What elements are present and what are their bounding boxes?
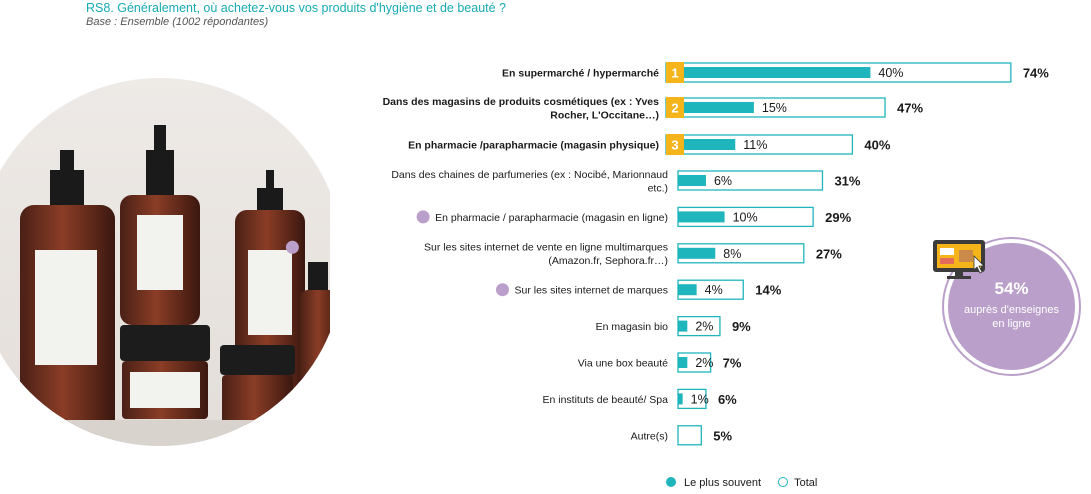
most-often-value-label: 8% [723,247,741,261]
most-often-bar [678,284,697,296]
legend-item-most-often: Le plus souvent [666,477,761,489]
category-label-line: Dans des chaines de parfumeries (ex : No… [391,169,668,181]
category-label-line: Via une box beauté [578,358,668,370]
online-callout-text-line2: en ligne [992,318,1031,330]
total-bar [677,425,702,446]
online-callout-text: auprès d'enseignes en ligne [948,303,1075,331]
most-often-bar [678,320,688,332]
most-often-bar [678,211,725,223]
total-value-label: 6% [718,392,737,407]
rank-badge [666,97,684,118]
category-label: En instituts de beauté/ Spa [542,394,668,406]
category-label-line: Sur les sites internet de vente en ligne… [424,242,668,254]
total-value-label: 40% [864,138,890,153]
category-label-line: En instituts de beauté/ Spa [542,394,668,406]
most-often-value-label: 4% [705,283,723,297]
rank-badge [666,62,684,83]
most-often-value-label: 11% [743,138,767,152]
total-value-label: 74% [1023,66,1049,81]
most-often-bar [678,175,706,186]
most-often-value-label: 1% [691,392,709,406]
most-often-bar [678,247,716,259]
rank-badge-number: 3 [671,138,678,153]
question-text: RS8. Généralement, où achetez-vous vos p… [86,1,507,15]
category-label: Sur les sites internet de marques [515,285,669,297]
most-often-bar [684,139,736,150]
most-often-value-label: 40% [878,66,903,80]
legend-label-total: Total [794,477,818,489]
legend: Le plus souvent Total [666,477,831,489]
category-label: Via une box beauté [578,358,668,370]
category-label: En pharmacie / parapharmacie (magasin en… [435,212,668,224]
rank-badge-number: 2 [671,101,678,116]
total-value-label: 7% [723,356,742,371]
most-often-bar [678,393,683,405]
most-often-value-label: 10% [733,210,758,224]
category-label: Dans des magasins de produits cosmétique… [383,96,660,122]
category-label: En supermarché / hypermarché [502,68,659,80]
monitor-shopping-icon [933,240,985,279]
legend-item-total: Total [778,477,817,489]
category-label-line: etc.) [648,182,668,194]
category-label: En pharmacie /parapharmacie (magasin phy… [408,140,659,152]
total-value-label: 14% [755,283,781,298]
most-often-value-label: 2% [695,320,713,334]
total-value-label: 29% [825,210,851,225]
online-marker-dot [285,240,299,254]
category-label-line: En magasin bio [596,321,669,333]
category-label-line: Autre(s) [631,430,668,442]
most-often-bar [678,357,688,368]
category-label-line: En pharmacie /parapharmacie (magasin phy… [408,140,659,152]
total-value-label: 5% [713,428,732,443]
most-often-bar [684,102,754,113]
total-value-label: 9% [732,319,751,334]
rank-badge-number: 1 [671,66,678,81]
category-label-line: Rocher, L'Occitane…) [550,109,659,121]
category-label: En magasin bio [596,321,669,333]
category-label-line: Dans des magasins de produits cosmétique… [383,96,660,108]
most-often-value-label: 6% [714,174,732,188]
cosmetic-bottles-photo [0,78,330,446]
legend-open-dot-icon [778,477,789,487]
base-text: Base : Ensemble (1002 répondantes) [86,16,269,28]
legend-filled-dot-icon [666,477,676,487]
total-value-label: 27% [816,246,842,261]
category-label-line: (Amazon.fr, Sephora.fr…) [548,255,668,267]
online-callout-value: 54% [994,279,1029,298]
legend-label-most-often: Le plus souvent [684,477,762,489]
rank-badge [666,134,684,155]
most-often-value-label: 2% [695,356,713,370]
category-label-line: En supermarché / hypermarché [502,68,659,80]
category-label: Dans des chaines de parfumeries (ex : No… [391,169,668,195]
most-often-value-label: 15% [762,101,787,115]
online-marker-dot [496,283,509,297]
online-callout-text-line1: auprès d'enseignes [963,304,1060,316]
category-label: Autre(s) [631,430,668,442]
online-marker-dot [416,210,430,224]
total-value-label: 47% [897,101,923,116]
category-label: Sur les sites internet de vente en ligne… [424,242,668,267]
category-label-line: Sur les sites internet de marques [515,285,669,297]
category-label-line: En pharmacie / parapharmacie (magasin en… [435,212,668,224]
total-value-label: 31% [834,174,860,189]
most-often-bar [684,67,871,78]
